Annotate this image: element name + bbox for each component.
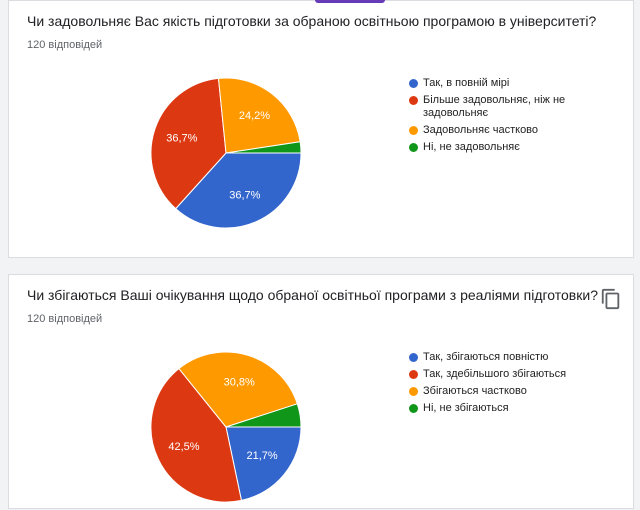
slice-label: 30,8% <box>224 376 255 388</box>
legend-label: Задовольняє частково <box>423 124 539 136</box>
legend-swatch <box>409 387 418 396</box>
legend-item: Ні, не збігаються <box>409 402 569 415</box>
legend-item: Так, збігаються повністю <box>409 351 569 364</box>
question-title: Чи збігаються Ваші очікування щодо обран… <box>27 287 598 303</box>
pie-chart: 36,7% 36,7% 24,2% <box>150 77 302 229</box>
pie-slice <box>217 77 301 154</box>
legend-swatch <box>409 96 418 105</box>
card: Чи збігаються Ваші очікування щодо обран… <box>8 274 634 509</box>
legend-item: Збігаються частково <box>409 385 569 398</box>
legend-swatch <box>409 370 418 379</box>
pie-chart: 21,7% 42,5% 30,8% <box>150 351 302 503</box>
copy-icon[interactable] <box>600 288 622 310</box>
pie-slice <box>150 367 243 503</box>
legend-swatch <box>409 79 418 88</box>
pie-slice <box>225 141 302 154</box>
legend-swatch <box>409 143 418 152</box>
legend-label: Ні, не задовольняє <box>423 141 520 153</box>
card: Чи задовольняє Вас якість підготовки за … <box>8 0 634 258</box>
legend: Так, в повній мірі Більше задовольняє, ні… <box>409 77 569 158</box>
response-count: 120 відповідей <box>27 39 103 51</box>
pie-slice <box>225 426 302 501</box>
legend-item: Ні, не задовольняє <box>409 141 569 154</box>
question-title: Чи задовольняє Вас якість підготовки за … <box>27 13 597 29</box>
legend-swatch <box>409 404 418 413</box>
tab-indicator <box>315 0 385 3</box>
legend-label: Збігаються частково <box>423 385 527 397</box>
legend-swatch <box>409 353 418 362</box>
legend-label: Так, здебільшого збігаються <box>423 368 567 380</box>
pie-slice <box>225 403 302 428</box>
legend-swatch <box>409 126 418 135</box>
slice-label: 36,7% <box>166 132 197 144</box>
slice-label: 36,7% <box>229 189 260 201</box>
legend-label: Так, в повній мірі <box>423 77 510 89</box>
pie-slice <box>150 77 227 210</box>
slice-label: 21,7% <box>247 450 278 462</box>
slice-label: 24,2% <box>239 110 270 122</box>
slice-label: 42,5% <box>168 441 199 453</box>
legend-item: Більше задовольняє, ніж не задовольняє <box>409 94 569 120</box>
response-count: 120 відповідей <box>27 313 103 325</box>
pie-slice <box>174 152 302 229</box>
legend-label: Більше задовольняє, ніж не задовольняє <box>423 94 566 119</box>
legend-item: Так, в повній мірі <box>409 77 569 90</box>
legend-item: Задовольняє частково <box>409 124 569 137</box>
legend-label: Ні, не збігаються <box>423 402 509 414</box>
legend-label: Так, збігаються повністю <box>423 351 549 363</box>
legend: Так, збігаються повністю Так, здебільшого… <box>409 351 569 419</box>
pie-slice <box>178 351 298 428</box>
legend-item: Так, здебільшого збігаються <box>409 368 569 381</box>
